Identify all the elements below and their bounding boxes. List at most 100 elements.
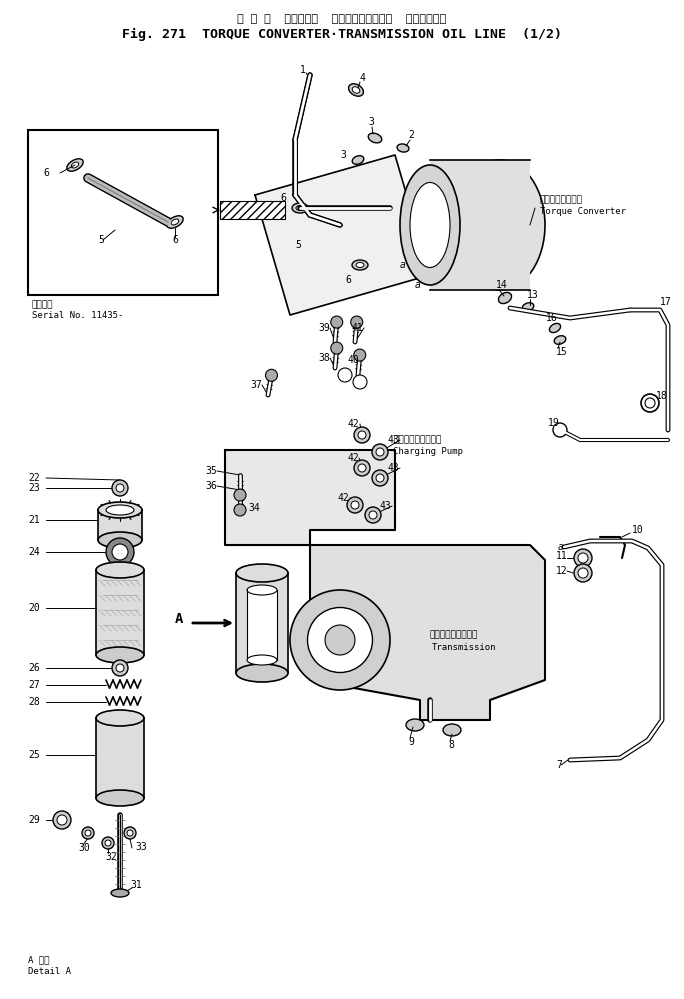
Bar	[96, 718, 144, 798]
Circle shape	[106, 538, 134, 566]
Circle shape	[105, 840, 111, 846]
Circle shape	[645, 398, 655, 408]
Circle shape	[57, 815, 67, 825]
Text: 3: 3	[340, 150, 346, 160]
Bar	[98, 510, 142, 540]
Ellipse shape	[368, 133, 382, 143]
Text: 28: 28	[28, 697, 40, 707]
Text: Torque Converter: Torque Converter	[540, 208, 626, 217]
Bar	[220, 201, 285, 219]
Text: 5: 5	[98, 235, 104, 245]
Ellipse shape	[98, 532, 142, 548]
Ellipse shape	[167, 216, 183, 228]
Ellipse shape	[290, 590, 390, 690]
Circle shape	[112, 480, 128, 496]
Ellipse shape	[106, 505, 134, 515]
Text: 43: 43	[388, 435, 399, 445]
Text: 32: 32	[105, 852, 117, 862]
Bar	[28, 130, 218, 295]
Text: 43: 43	[380, 501, 392, 511]
Circle shape	[127, 830, 133, 836]
Text: 33: 33	[135, 842, 147, 852]
Circle shape	[82, 827, 94, 839]
Text: A: A	[175, 612, 183, 626]
Text: 14: 14	[496, 280, 508, 290]
Ellipse shape	[356, 263, 364, 268]
Text: 43: 43	[388, 463, 399, 473]
Circle shape	[354, 460, 370, 476]
Ellipse shape	[308, 607, 373, 672]
Circle shape	[347, 497, 363, 513]
Circle shape	[354, 349, 366, 361]
Ellipse shape	[549, 324, 561, 333]
Circle shape	[265, 370, 278, 382]
Circle shape	[376, 448, 384, 456]
Text: 39: 39	[318, 323, 330, 333]
Ellipse shape	[171, 219, 179, 225]
Ellipse shape	[96, 647, 144, 663]
Circle shape	[85, 830, 91, 836]
Polygon shape	[255, 155, 430, 315]
Ellipse shape	[554, 336, 566, 345]
Text: 42: 42	[338, 493, 350, 503]
Text: 5: 5	[295, 240, 301, 250]
Circle shape	[338, 368, 352, 382]
Ellipse shape	[410, 183, 450, 268]
Circle shape	[578, 568, 588, 578]
Ellipse shape	[236, 564, 288, 582]
Circle shape	[376, 474, 384, 482]
Circle shape	[574, 549, 592, 567]
Text: 6: 6	[43, 168, 49, 178]
Ellipse shape	[71, 162, 79, 168]
Circle shape	[331, 342, 343, 354]
Circle shape	[358, 431, 366, 439]
Text: 22: 22	[28, 473, 40, 483]
Ellipse shape	[247, 585, 277, 595]
Text: 25: 25	[28, 750, 40, 760]
Circle shape	[102, 837, 114, 849]
Text: 1: 1	[300, 65, 306, 75]
Text: 36: 36	[205, 481, 217, 491]
Text: 42: 42	[348, 419, 360, 429]
Text: A 断面: A 断面	[28, 955, 49, 964]
Text: 10: 10	[632, 525, 644, 535]
Circle shape	[331, 316, 343, 328]
Text: 35: 35	[205, 466, 217, 476]
Text: 24: 24	[28, 547, 40, 557]
Circle shape	[578, 553, 588, 563]
Text: 9: 9	[408, 737, 414, 747]
Ellipse shape	[325, 625, 355, 655]
Text: Fig. 271  TORQUE CONVERTER·TRANSMISSION OIL LINE  (1/2): Fig. 271 TORQUE CONVERTER·TRANSMISSION O…	[122, 28, 562, 41]
Ellipse shape	[111, 889, 129, 897]
Circle shape	[574, 564, 592, 582]
Text: 15: 15	[556, 347, 568, 357]
Text: 37: 37	[250, 380, 262, 390]
Circle shape	[553, 423, 567, 437]
Text: Charging Pump: Charging Pump	[393, 447, 463, 456]
Text: 26: 26	[28, 663, 40, 673]
Ellipse shape	[236, 664, 288, 682]
Text: トランスミッション: トランスミッション	[430, 630, 478, 639]
Polygon shape	[310, 545, 545, 720]
Ellipse shape	[247, 655, 277, 665]
Text: 6: 6	[172, 235, 178, 245]
Text: 12: 12	[556, 566, 568, 576]
Circle shape	[351, 316, 363, 328]
Ellipse shape	[522, 303, 534, 312]
Ellipse shape	[400, 165, 460, 285]
Text: 34: 34	[248, 503, 260, 513]
Text: 19: 19	[548, 418, 560, 428]
Ellipse shape	[443, 724, 461, 736]
Text: 21: 21	[28, 515, 40, 525]
Bar	[247, 590, 277, 660]
Text: 20: 20	[28, 603, 40, 613]
Circle shape	[124, 827, 136, 839]
Text: 2: 2	[408, 130, 414, 140]
Ellipse shape	[292, 203, 308, 213]
Ellipse shape	[67, 159, 83, 171]
Ellipse shape	[352, 156, 364, 164]
Ellipse shape	[98, 502, 142, 518]
Bar	[236, 573, 288, 673]
Text: トルクコンバータ: トルクコンバータ	[540, 196, 583, 205]
Text: 8: 8	[448, 740, 454, 750]
